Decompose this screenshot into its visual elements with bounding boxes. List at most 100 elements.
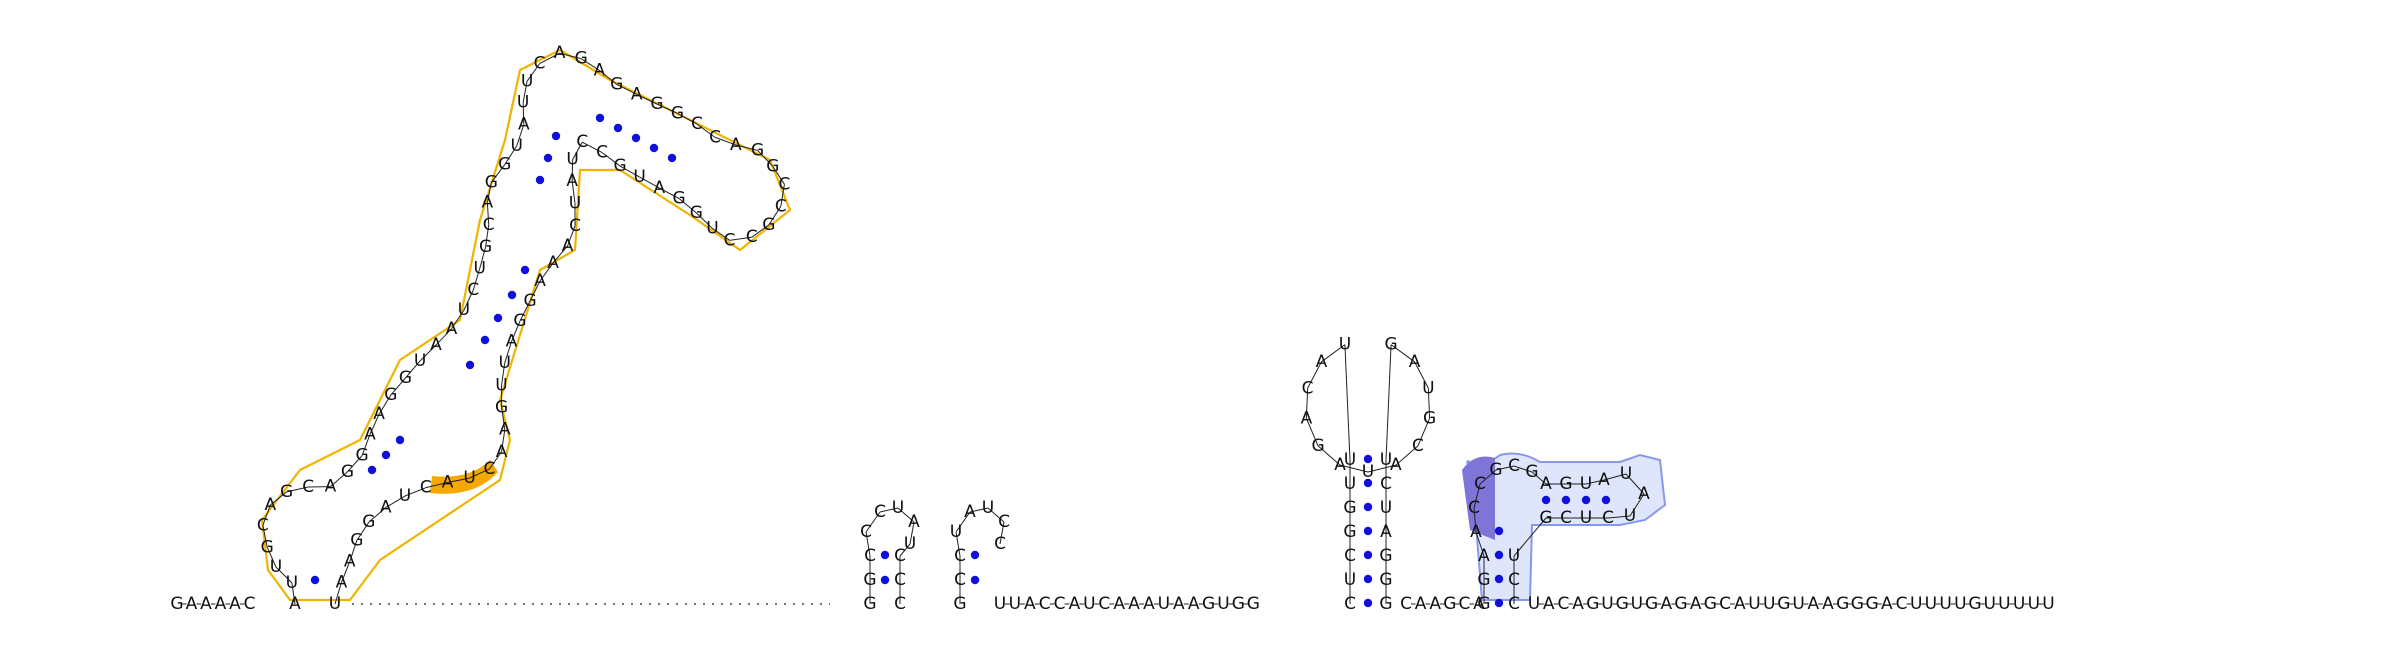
backbone-link [865,511,881,533]
strand-nucleotide: A [186,594,198,614]
backbone-link [1390,344,1415,363]
domain-nucleotide: U [521,71,533,91]
hairpin-nucleotide: U [892,498,904,518]
backbone-link [463,289,474,311]
hairpin-nucleotide: G [1379,546,1392,566]
domain-nucleotide: U [458,300,470,320]
backbone-link [539,262,554,282]
backbone-link [286,486,309,493]
backbone-link [347,455,363,473]
hairpin-nucleotide: G [1379,594,1392,614]
strand-nucleotide: A [1690,594,1702,614]
hairpin-nucleotide: C [954,546,966,566]
hairpin-nucleotide: C [1412,436,1424,456]
backbone-link [404,487,427,497]
domain-nucleotide: G [751,140,764,160]
domain-nucleotide: C [709,127,721,147]
domain-nucleotide: A [506,332,518,352]
module-nucleotide: C [1508,570,1520,590]
domain-nucleotide: C [257,515,269,535]
backbone-link [1629,493,1645,517]
domain-nucleotide: G [610,74,623,94]
backbone-link [572,141,583,160]
backbone-link [1305,418,1319,447]
domain-nucleotide: A [430,335,442,355]
backbone-link [1513,517,1547,557]
base-pair-dot [649,143,659,153]
backbone-link [1417,418,1431,447]
backbone [182,52,2044,605]
hairpin-nucleotide: C [1344,546,1356,566]
domain-nucleotide: C [779,174,791,194]
domain-nucleotide: A [446,319,458,339]
backbone-link [1607,515,1631,519]
domain-nucleotide: A [344,552,356,572]
hairpin-nucleotide: U [982,498,994,518]
backbone-link [1479,469,1497,485]
hairpin-nucleotide: G [863,594,876,614]
backbone-link [390,377,406,396]
backbone-link [479,246,487,269]
module-nucleotide: G [1477,570,1490,590]
backbone-link [751,224,770,238]
hairpin-nucleotide: U [1362,462,1374,482]
base-pair-dot [595,113,605,123]
base-pair-dot [1494,550,1504,560]
backbone-link [519,300,531,322]
backbone-link [865,531,871,557]
strand-nucleotide: U [1939,594,1951,614]
strand-nucleotide: A [215,594,227,614]
module-nucleotide: A [1540,474,1552,494]
backbone-link [262,504,271,526]
strand-nucleotide: U [1954,594,1966,614]
domain-nucleotide: G [513,311,526,331]
backbone-link [501,362,506,386]
base-pair-dot [310,575,320,585]
backbone-link [489,451,502,470]
module-nucleotide: U [1580,508,1592,528]
strand-nucleotide: C [244,594,256,614]
strand-nucleotide: A [1572,594,1584,614]
domain-nucleotide: A [289,594,301,614]
backbone-link [879,507,899,513]
domain-nucleotide: A [265,495,277,515]
hairpin-nucleotide: U [1339,335,1351,355]
backbone-link [539,52,560,65]
strand-nucleotide: U [1631,594,1643,614]
hairpin-nucleotide: G [953,594,966,614]
domain-nucleotide: C [691,114,703,134]
domain-nucleotide: G [766,156,779,176]
module-nucleotide: G [1525,462,1538,482]
strand-nucleotide: U [1083,594,1095,614]
hairpin-nucleotide: C [860,522,872,542]
strand-nucleotide: U [2042,594,2054,614]
domain-nucleotide: A [518,115,530,135]
base-pair-dot [1494,574,1504,584]
backbone-link [1344,344,1351,461]
backbone-link [1473,483,1481,509]
backbone-link [619,165,640,178]
domain-nucleotide: U [498,353,510,373]
strand-nucleotide: A [1188,594,1200,614]
backbone-link [559,52,582,60]
backbone-link [1367,464,1396,473]
hairpin-nucleotide: U [1422,378,1434,398]
base-pair-dot [667,153,677,163]
backbone-link [729,236,752,241]
strand-nucleotide: U [1792,594,1804,614]
base-pair-dot [1363,478,1373,488]
hairpin-nucleotide: C [954,570,966,590]
strand-nucleotide: A [1660,594,1672,614]
strand-nucleotide: G [1836,594,1849,614]
module-nucleotide: U [1580,474,1592,494]
backbone-link [695,212,713,229]
base-pair-dot [880,575,890,585]
module-nucleotide: C [1508,594,1520,614]
backbone-link [469,468,490,479]
backbone-link [656,103,678,114]
strand-nucleotide: G [1247,594,1260,614]
module-nucleotide: G [1477,594,1490,614]
backbone-link [349,540,358,562]
backbone-link [678,198,697,214]
